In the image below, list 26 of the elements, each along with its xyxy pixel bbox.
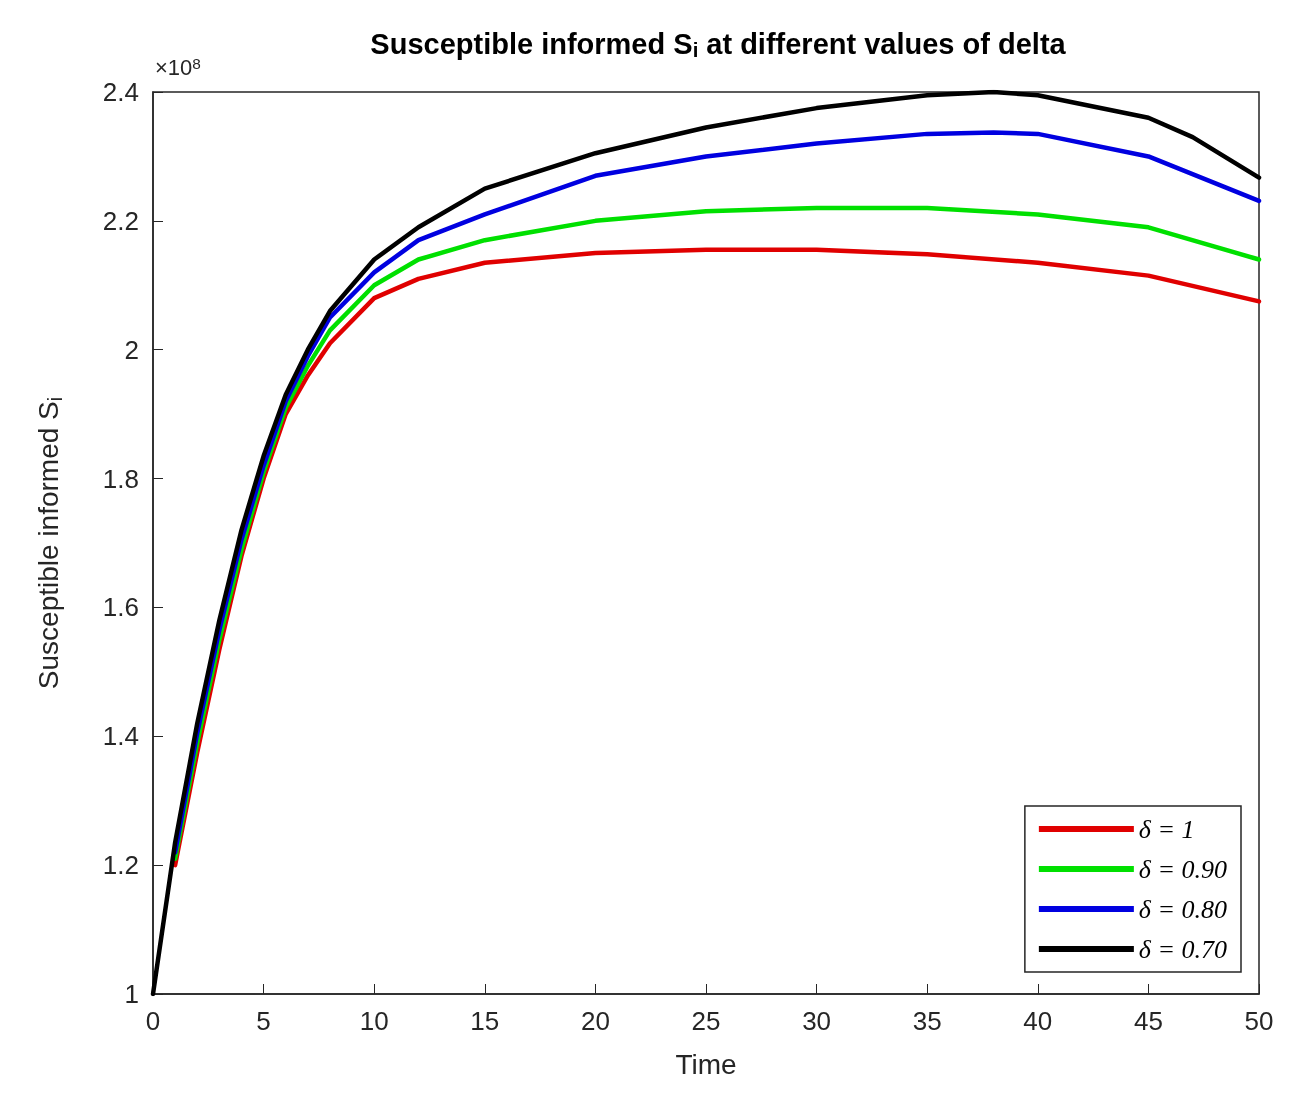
legend-label: δ = 0.80 (1138, 894, 1228, 924)
legend-label: δ = 0.70 (1138, 934, 1228, 964)
x-tick-label: 10 (359, 1006, 389, 1036)
x-tick-label: 30 (802, 1006, 832, 1036)
y-tick-label: 2.2 (102, 205, 139, 236)
legend-label: δ = 1 (1138, 814, 1195, 844)
y-tick-label: 1.6 (102, 592, 139, 623)
y-tick-label: 1.8 (102, 463, 139, 494)
y-tick-label: 1 (124, 979, 139, 1009)
y-tick-label: 1.4 (102, 721, 139, 752)
x-tick-label: 35 (912, 1006, 942, 1036)
x-tick-label: 20 (580, 1006, 610, 1036)
x-tick-label: 5 (256, 1006, 271, 1036)
x-axis-title: Time (675, 1048, 737, 1080)
x-tick-label: 15 (470, 1006, 500, 1036)
legend-label: δ = 0.90 (1138, 854, 1228, 884)
x-tick-label: 0 (145, 1006, 161, 1036)
y-axis-title: Susceptible informed Si (33, 396, 66, 690)
line-series (150, 89, 1262, 997)
y-tick-label: 1.2 (102, 850, 139, 881)
x-tick-label: 25 (691, 1006, 721, 1036)
y-tick-label: 2 (124, 334, 139, 365)
x-tick-label: 40 (1023, 1006, 1053, 1036)
x-tick-label: 45 (1133, 1006, 1163, 1036)
x-tick-label: 50 (1244, 1006, 1274, 1036)
y-tick-label: 2.4 (102, 77, 139, 107)
